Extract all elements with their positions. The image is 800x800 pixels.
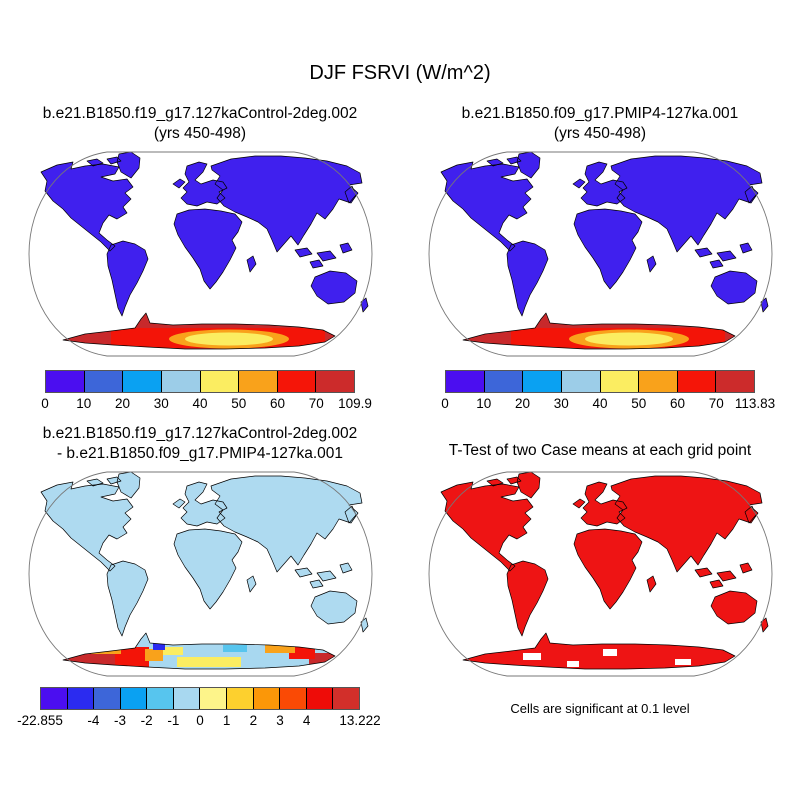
colorbar-tick-label: 3	[276, 713, 284, 728]
page-title: DJF FSRVI (W/m^2)	[309, 62, 491, 84]
colorbar-swatch	[93, 688, 120, 709]
colorbar-swatch	[172, 688, 200, 709]
colorbar-tick-label: 60	[669, 396, 686, 411]
colorbar-swatch	[226, 688, 253, 709]
colorbar-swatch	[599, 371, 639, 392]
map-ttest	[428, 471, 773, 677]
colorbar-tick-label: 109.9	[338, 396, 372, 411]
panel-title-top-right-line1: b.e21.B1850.f09_g17.PMIP4-127ka.001	[461, 105, 739, 122]
colorbar-top-left-ticks: 0 10 20 30 40 50 60 70 109.9	[41, 396, 372, 413]
colorbar-tick-label: 30	[553, 396, 569, 411]
colorbar-swatch	[66, 688, 94, 709]
panel-title-top-left: b.e21.B1850.f19_g17.127kaControl-2deg.00…	[0, 104, 400, 144]
colorbar-swatch	[276, 371, 316, 392]
colorbar-swatch	[199, 688, 227, 709]
colorbar-tick-label: 70	[708, 396, 724, 411]
map-pmip4-case	[428, 151, 773, 357]
colorbar-tick-label: 70	[308, 396, 324, 411]
colorbar-tick-label: 50	[231, 396, 247, 411]
colorbar-swatch	[238, 371, 277, 392]
colorbar-top-left-swatches	[45, 370, 355, 393]
colorbar-swatch	[715, 371, 754, 392]
panel-title-top-left-line1: b.e21.B1850.f19_g17.127kaControl-2deg.00…	[42, 105, 358, 122]
panel-title-bottom-left-line1: b.e21.B1850.f19_g17.127kaControl-2deg.00…	[42, 425, 358, 442]
panel-title-top-right: b.e21.B1850.f09_g17.PMIP4-127ka.001 (yrs…	[400, 104, 800, 144]
colorbar-swatch	[41, 688, 67, 709]
colorbar-swatch	[446, 371, 484, 392]
panel-title-bottom-right: T-Test of two Case means at each grid po…	[448, 442, 752, 459]
colorbar-tick-label: 4	[302, 713, 311, 728]
colorbar-tick-label: 10	[476, 396, 492, 411]
colorbar-tick-label: 20	[514, 396, 531, 411]
panel-title-top-right-line2: (yrs 450-498)	[553, 125, 647, 142]
colorbar-difference-swatches	[40, 687, 360, 710]
colorbar-tick-label: 20	[114, 396, 131, 411]
colorbar-swatch	[332, 688, 359, 709]
colorbar-tick-label: -1	[167, 713, 180, 728]
panel-title-top-left-line2: (yrs 450-498)	[153, 125, 247, 142]
colorbar-swatch	[119, 688, 147, 709]
colorbar-tick-label: 30	[153, 396, 169, 411]
map-control-case	[28, 151, 373, 357]
colorbar-swatch	[46, 371, 84, 392]
colorbar-tick-label: -2	[140, 713, 153, 728]
colorbar-swatch	[676, 371, 716, 392]
colorbar-top-right: 0 10 20 30 40 50 60 70 113.83	[441, 370, 775, 413]
map-difference	[28, 471, 373, 677]
colorbar-tick-label: 1	[222, 713, 231, 728]
colorbar-tick-label: 13.222	[339, 713, 381, 728]
colorbar-top-right-ticks: 0 10 20 30 40 50 60 70 113.83	[441, 396, 775, 413]
colorbar-tick-label: 40	[192, 396, 208, 411]
colorbar-swatch	[122, 371, 161, 392]
colorbar-tick-label: 60	[269, 396, 286, 411]
colorbar-tick-label: 0	[196, 713, 204, 728]
colorbar-difference-ticks: -22.855 -4 -3 -2 -1 0 1 2 3 4 13.222	[17, 713, 381, 730]
colorbar-tick-label: 0	[441, 396, 449, 411]
significance-caption: Cells are significant at 0.1 level	[510, 701, 690, 716]
colorbar-swatch	[522, 371, 561, 392]
colorbar-swatch	[305, 688, 333, 709]
colorbar-tick-label: 40	[592, 396, 608, 411]
colorbar-tick-label: 10	[76, 396, 92, 411]
colorbar-tick-label: -4	[87, 713, 100, 728]
colorbar-tick-label: 0	[41, 396, 49, 411]
colorbar-tick-label: -3	[113, 713, 127, 728]
colorbar-tick-label: -22.855	[17, 713, 63, 728]
colorbar-swatch	[146, 688, 173, 709]
colorbar-swatch	[560, 371, 600, 392]
colorbar-top-left: 0 10 20 30 40 50 60 70 109.9	[41, 370, 372, 413]
colorbar-swatch	[279, 688, 306, 709]
panel-title-bottom-left: b.e21.B1850.f19_g17.127kaControl-2deg.00…	[0, 424, 400, 464]
colorbar-swatch	[315, 371, 354, 392]
colorbar-swatch	[199, 371, 239, 392]
colorbar-tick-label: 50	[631, 396, 647, 411]
colorbar-swatch	[483, 371, 523, 392]
colorbar-swatch	[83, 371, 123, 392]
colorbar-difference: -22.855 -4 -3 -2 -1 0 1 2 3 4 13.222	[17, 687, 381, 730]
colorbar-swatch	[638, 371, 677, 392]
colorbar-top-right-swatches	[445, 370, 755, 393]
colorbar-tick-label: 113.83	[734, 396, 776, 411]
colorbar-swatch	[252, 688, 280, 709]
colorbar-tick-label: 2	[249, 713, 258, 728]
colorbar-swatch	[160, 371, 200, 392]
panel-title-bottom-left-line2: - b.e21.B1850.f09_g17.PMIP4-127ka.001	[56, 445, 344, 462]
